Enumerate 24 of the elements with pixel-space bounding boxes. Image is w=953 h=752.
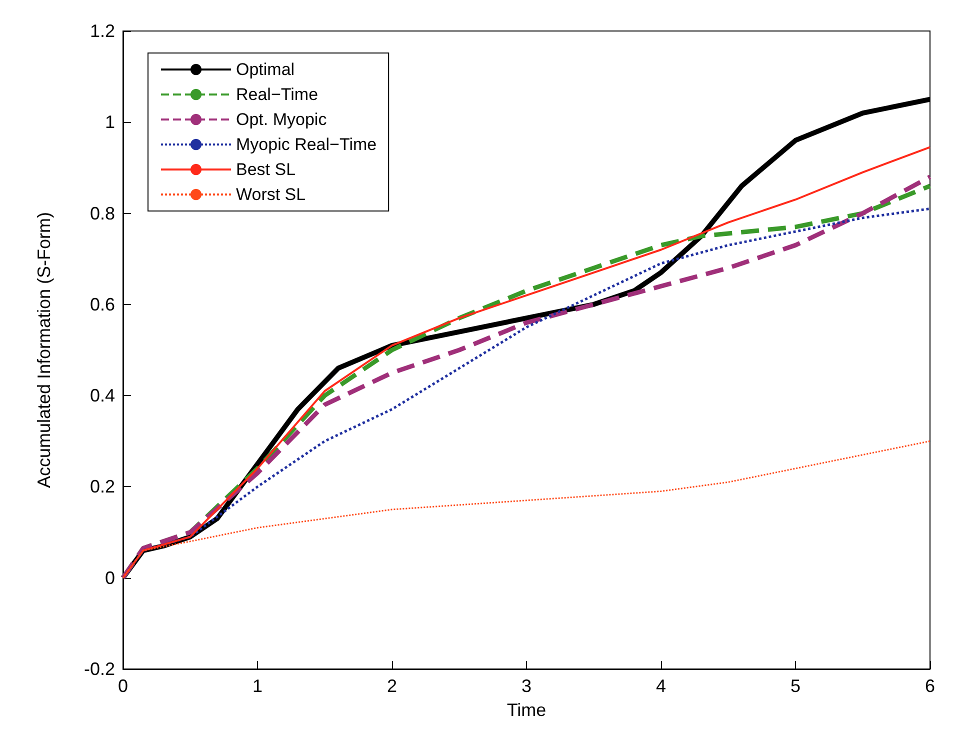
y-tick-label: 0 xyxy=(104,568,115,588)
y-tick-label: 1 xyxy=(104,112,115,132)
legend-label: Opt. Myopic xyxy=(236,110,328,129)
x-tick-label: 5 xyxy=(790,676,801,696)
y-axis-title: Accumulated Information (S-Form) xyxy=(34,212,54,488)
legend-label: Real−Time xyxy=(236,85,318,104)
legend-label: Best SL xyxy=(236,160,296,179)
x-axis-title: Time xyxy=(506,700,546,720)
y-tick-label: 0.4 xyxy=(90,386,115,406)
line-series xyxy=(122,440,931,579)
x-tick-label: 3 xyxy=(521,676,532,696)
y-tick-label: 0.6 xyxy=(90,294,115,314)
y-tick-label: 1.2 xyxy=(90,21,115,41)
y-tick-label: -0.2 xyxy=(84,659,115,679)
legend-label: Myopic Real−Time xyxy=(236,135,377,154)
legend-label: Worst SL xyxy=(236,185,306,204)
y-tick-label: 0.8 xyxy=(90,203,115,224)
x-tick-label: 4 xyxy=(656,676,666,696)
x-tick-label: 0 xyxy=(118,676,128,696)
x-tick-label: 2 xyxy=(386,676,398,696)
x-tick-label: 1 xyxy=(252,676,263,696)
x-tick-label: 6 xyxy=(924,676,936,696)
y-tick-label: 0.2 xyxy=(90,476,115,497)
legend-label: Optimal xyxy=(236,60,295,79)
